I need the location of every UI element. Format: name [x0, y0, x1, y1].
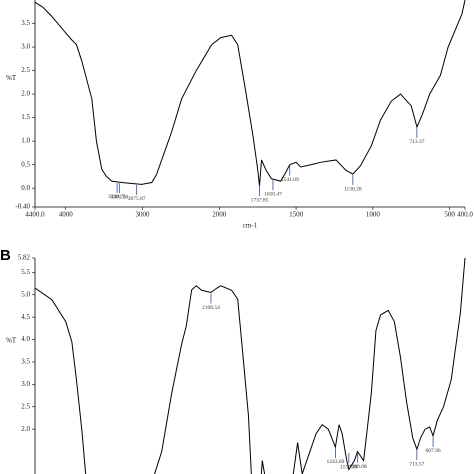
y-tick-label: 5.82 [18, 254, 31, 262]
annotation-label: 1541.09 [281, 177, 299, 183]
x-tick-label: 400.0 [457, 211, 473, 219]
annotation-label: 1156.39 [340, 464, 358, 470]
x-tick-label: 500 [444, 211, 455, 219]
x-tick-label: 1000 [366, 211, 381, 219]
y-tick-label: 2.5 [21, 402, 30, 410]
x-tick-label: 4400.0 [25, 211, 45, 219]
spectrum-line [35, 258, 466, 474]
y-axis-label: %T [6, 74, 17, 82]
x-tick-label: 4000 [59, 211, 74, 219]
annotation-label: 713.57 [409, 461, 424, 467]
y-tick-label: 5.0 [21, 290, 30, 298]
y-tick-label: 4.0 [21, 335, 30, 343]
y-tick-label: 3.5 [21, 19, 30, 27]
y-tick-label: 1.5 [21, 113, 30, 121]
annotation-label: 607.96 [426, 448, 441, 454]
annotation-label: 713.37 [409, 139, 424, 145]
y-tick-label: 3.0 [21, 380, 30, 388]
annotation-label: 1650.47 [264, 191, 282, 197]
y-tick-label: 3.0 [21, 43, 30, 51]
y-tick-label: 3.5 [21, 358, 30, 366]
x-tick-label: 2000 [212, 211, 227, 219]
y-tick-label: 4.5 [21, 313, 30, 321]
y-tick-label: 2.0 [21, 425, 30, 433]
panel-label: B [0, 247, 11, 264]
y-tick-label: 2.5 [21, 66, 30, 74]
y-axis-label: %T [6, 337, 17, 345]
spectrum-line [35, 0, 466, 186]
y-tick-label: 0.0 [21, 184, 30, 192]
x-tick-label: 1500 [289, 211, 304, 219]
annotation-label: 1737.85 [251, 197, 269, 203]
y-tick-label: 5.5 [21, 268, 30, 276]
annotation-label: 1099.08 [349, 464, 367, 470]
annotation-label: 1243.69 [326, 459, 344, 465]
y-tick-label: 0.5 [21, 160, 30, 168]
annotation-label: 3301.50 [110, 194, 128, 200]
y-tick-label: -0.40 [15, 203, 30, 211]
annotation-label: 1130.28 [344, 186, 362, 192]
y-tick-label: 2.0 [21, 90, 30, 98]
y-tick-label: 1.0 [21, 137, 30, 145]
x-axis-label: cm-1 [243, 222, 258, 230]
plot-area [35, 0, 466, 186]
annotation-label: 3075.87 [128, 196, 146, 202]
annotation-label: 2108.54 [202, 305, 220, 311]
annotation-label: 3330.75 [108, 194, 126, 200]
x-tick-label: 3000 [136, 211, 151, 219]
plot-area [35, 258, 466, 474]
